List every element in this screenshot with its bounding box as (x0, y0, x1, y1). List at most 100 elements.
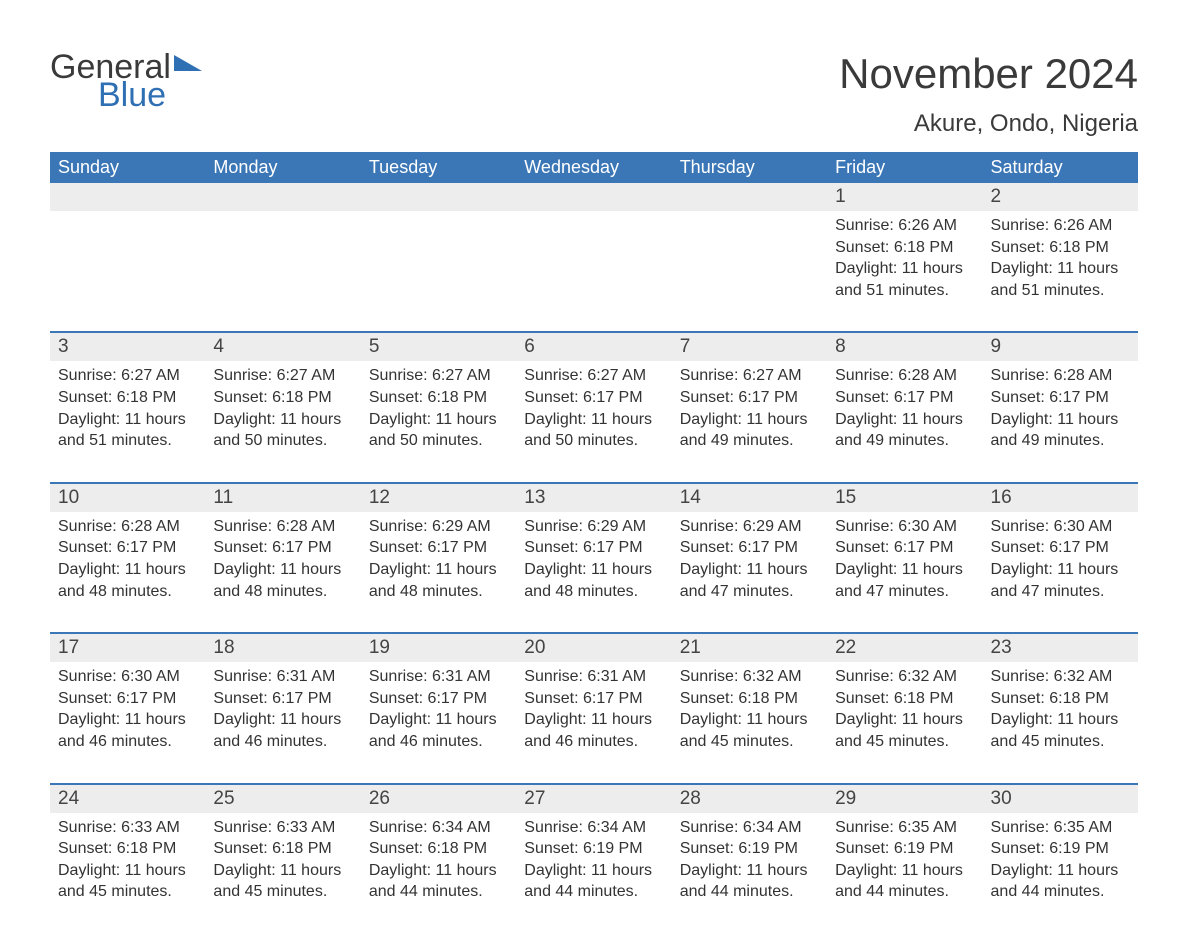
daylight-line: Daylight: 11 hours and 46 minutes. (58, 709, 197, 752)
day-detail-cell: Sunrise: 6:34 AMSunset: 6:19 PMDaylight:… (672, 813, 827, 911)
day-detail-cell (361, 211, 516, 332)
day-number-cell: 5 (361, 332, 516, 361)
sunrise-line: Sunrise: 6:31 AM (524, 666, 663, 688)
daylight-line: Daylight: 11 hours and 51 minutes. (58, 409, 197, 452)
sunrise-line: Sunrise: 6:31 AM (213, 666, 352, 688)
day-number-cell: 14 (672, 483, 827, 512)
sunrise-line: Sunrise: 6:29 AM (524, 516, 663, 538)
sunset-line: Sunset: 6:17 PM (524, 387, 663, 409)
daylight-line: Daylight: 11 hours and 44 minutes. (369, 860, 508, 903)
location-subtitle: Akure, Ondo, Nigeria (839, 110, 1138, 138)
day-detail-cell (672, 211, 827, 332)
day-number-cell (361, 183, 516, 211)
daylight-line: Daylight: 11 hours and 47 minutes. (991, 559, 1130, 602)
day-detail-cell: Sunrise: 6:32 AMSunset: 6:18 PMDaylight:… (983, 662, 1138, 783)
sunset-line: Sunset: 6:18 PM (369, 387, 508, 409)
daylight-line: Daylight: 11 hours and 49 minutes. (835, 409, 974, 452)
day-detail-cell: Sunrise: 6:30 AMSunset: 6:17 PMDaylight:… (983, 512, 1138, 633)
daylight-line: Daylight: 11 hours and 47 minutes. (680, 559, 819, 602)
daynum-row: 3456789 (50, 332, 1138, 361)
day-detail-cell: Sunrise: 6:27 AMSunset: 6:17 PMDaylight:… (516, 361, 671, 482)
sunrise-line: Sunrise: 6:26 AM (835, 215, 974, 237)
day-number-cell: 19 (361, 633, 516, 662)
day-detail-cell: Sunrise: 6:31 AMSunset: 6:17 PMDaylight:… (361, 662, 516, 783)
sunrise-line: Sunrise: 6:30 AM (991, 516, 1130, 538)
day-detail-cell (50, 211, 205, 332)
sunrise-line: Sunrise: 6:27 AM (369, 365, 508, 387)
daylight-line: Daylight: 11 hours and 46 minutes. (213, 709, 352, 752)
day-detail-cell: Sunrise: 6:27 AMSunset: 6:18 PMDaylight:… (361, 361, 516, 482)
day-detail-cell: Sunrise: 6:31 AMSunset: 6:17 PMDaylight:… (516, 662, 671, 783)
sunrise-line: Sunrise: 6:30 AM (835, 516, 974, 538)
day-detail-cell: Sunrise: 6:35 AMSunset: 6:19 PMDaylight:… (827, 813, 982, 911)
sunset-line: Sunset: 6:18 PM (991, 237, 1130, 259)
sunrise-line: Sunrise: 6:34 AM (680, 817, 819, 839)
sunset-line: Sunset: 6:17 PM (680, 387, 819, 409)
sunset-line: Sunset: 6:17 PM (213, 537, 352, 559)
daylight-line: Daylight: 11 hours and 49 minutes. (991, 409, 1130, 452)
day-detail-cell: Sunrise: 6:34 AMSunset: 6:18 PMDaylight:… (361, 813, 516, 911)
sunset-line: Sunset: 6:17 PM (58, 688, 197, 710)
sunset-line: Sunset: 6:18 PM (680, 688, 819, 710)
detail-row: Sunrise: 6:30 AMSunset: 6:17 PMDaylight:… (50, 662, 1138, 783)
day-number-cell: 16 (983, 483, 1138, 512)
day-number-cell: 7 (672, 332, 827, 361)
day-number-cell: 22 (827, 633, 982, 662)
day-number-cell: 10 (50, 483, 205, 512)
sunrise-line: Sunrise: 6:28 AM (991, 365, 1130, 387)
day-number-cell: 26 (361, 784, 516, 813)
sunset-line: Sunset: 6:17 PM (991, 387, 1130, 409)
daylight-line: Daylight: 11 hours and 44 minutes. (524, 860, 663, 903)
detail-row: Sunrise: 6:33 AMSunset: 6:18 PMDaylight:… (50, 813, 1138, 911)
sunset-line: Sunset: 6:17 PM (369, 688, 508, 710)
day-number-cell: 12 (361, 483, 516, 512)
sunrise-line: Sunrise: 6:27 AM (58, 365, 197, 387)
sunrise-line: Sunrise: 6:30 AM (58, 666, 197, 688)
sunset-line: Sunset: 6:18 PM (835, 237, 974, 259)
sunrise-line: Sunrise: 6:31 AM (369, 666, 508, 688)
col-sunday: Sunday (50, 152, 205, 183)
sunrise-line: Sunrise: 6:27 AM (680, 365, 819, 387)
daylight-line: Daylight: 11 hours and 50 minutes. (213, 409, 352, 452)
sunset-line: Sunset: 6:17 PM (680, 537, 819, 559)
daylight-line: Daylight: 11 hours and 44 minutes. (991, 860, 1130, 903)
sunrise-line: Sunrise: 6:29 AM (680, 516, 819, 538)
day-detail-cell: Sunrise: 6:30 AMSunset: 6:17 PMDaylight:… (50, 662, 205, 783)
daynum-row: 24252627282930 (50, 784, 1138, 813)
day-detail-cell: Sunrise: 6:28 AMSunset: 6:17 PMDaylight:… (50, 512, 205, 633)
sunset-line: Sunset: 6:18 PM (369, 838, 508, 860)
daynum-row: 12 (50, 183, 1138, 211)
sunset-line: Sunset: 6:17 PM (369, 537, 508, 559)
day-number-cell: 17 (50, 633, 205, 662)
day-number-cell: 24 (50, 784, 205, 813)
day-number-cell: 28 (672, 784, 827, 813)
daylight-line: Daylight: 11 hours and 50 minutes. (369, 409, 508, 452)
col-saturday: Saturday (983, 152, 1138, 183)
day-detail-cell: Sunrise: 6:28 AMSunset: 6:17 PMDaylight:… (205, 512, 360, 633)
sunrise-line: Sunrise: 6:27 AM (213, 365, 352, 387)
sunset-line: Sunset: 6:19 PM (524, 838, 663, 860)
sunrise-line: Sunrise: 6:34 AM (524, 817, 663, 839)
brand-word2: Blue (98, 78, 202, 112)
sunrise-line: Sunrise: 6:28 AM (213, 516, 352, 538)
day-number-cell (516, 183, 671, 211)
header: General Blue November 2024 Akure, Ondo, … (50, 50, 1138, 146)
sunrise-line: Sunrise: 6:28 AM (58, 516, 197, 538)
day-detail-cell: Sunrise: 6:34 AMSunset: 6:19 PMDaylight:… (516, 813, 671, 911)
col-monday: Monday (205, 152, 360, 183)
sunrise-line: Sunrise: 6:28 AM (835, 365, 974, 387)
day-detail-cell: Sunrise: 6:33 AMSunset: 6:18 PMDaylight:… (205, 813, 360, 911)
day-number-cell: 18 (205, 633, 360, 662)
day-number-cell: 23 (983, 633, 1138, 662)
col-wednesday: Wednesday (516, 152, 671, 183)
sunset-line: Sunset: 6:18 PM (835, 688, 974, 710)
day-detail-cell (516, 211, 671, 332)
page-title: November 2024 (839, 50, 1138, 98)
title-block: November 2024 Akure, Ondo, Nigeria (839, 50, 1138, 146)
sunset-line: Sunset: 6:18 PM (991, 688, 1130, 710)
day-number-cell: 4 (205, 332, 360, 361)
daylight-line: Daylight: 11 hours and 45 minutes. (835, 709, 974, 752)
sunset-line: Sunset: 6:17 PM (213, 688, 352, 710)
day-number-cell: 8 (827, 332, 982, 361)
day-detail-cell: Sunrise: 6:29 AMSunset: 6:17 PMDaylight:… (361, 512, 516, 633)
